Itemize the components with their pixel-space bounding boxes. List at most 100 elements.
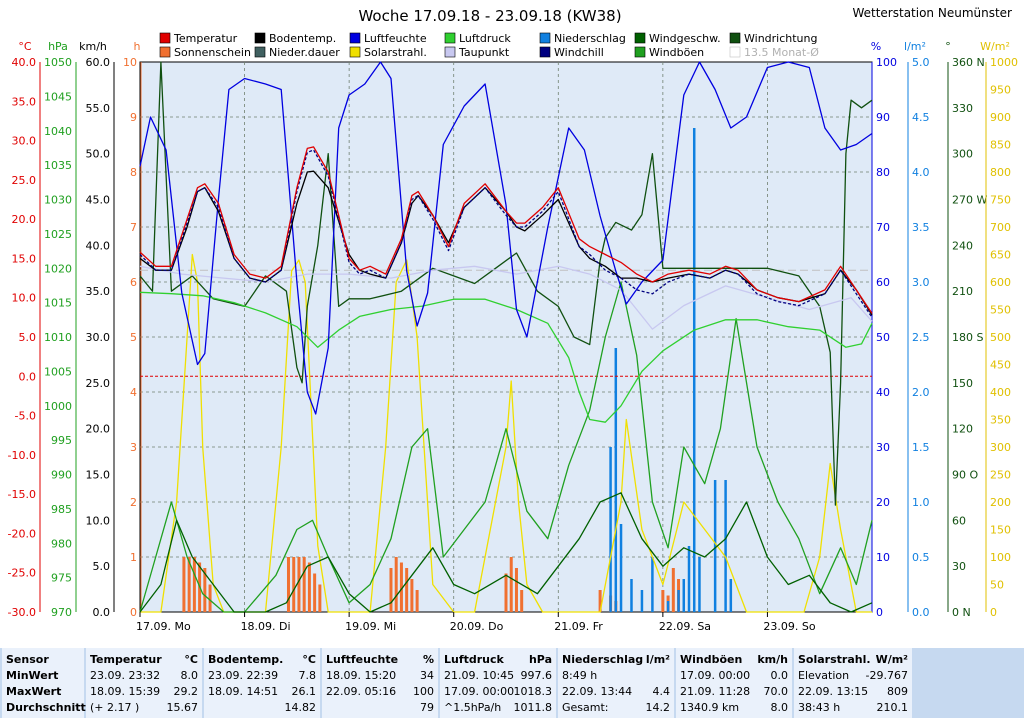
day-label: 23.09. So (763, 620, 815, 633)
stats-value-label: 22.09. 13:44 (562, 685, 633, 698)
stats-value: -29.767 (865, 669, 908, 682)
stats-header-unit: °C (302, 653, 316, 666)
legend-swatch (729, 32, 741, 44)
stats-value: 70.0 (763, 685, 789, 698)
tick-label-rain: 0.0 (912, 606, 930, 619)
stats-header-unit: l/m² (645, 653, 670, 666)
stats-value: 14.2 (645, 701, 671, 714)
legend-label: Niederschlag (554, 32, 626, 45)
tick-label-temp: 40.0 (12, 56, 37, 69)
stats-column: Bodentemp. °C 23.09. 22:39 7.8 18.09. 14:51 2… (204, 648, 320, 718)
bar-niederschlag (729, 579, 733, 612)
bar-sonnenschein (405, 568, 409, 612)
bar-niederschlag (692, 128, 696, 612)
tick-label-temp: 15.0 (12, 252, 37, 265)
stats-value-row: 23.09. 23:32 8.0 (90, 669, 198, 686)
legend-label: Luftfeuchte (364, 32, 427, 45)
stats-header-unit: °C (184, 653, 198, 666)
stats-value-label: 1340.9 km (680, 701, 740, 714)
stats-value-row: 17.09. 00:00 1018.3 (444, 685, 552, 702)
stats-header: Bodentemp. °C (208, 653, 316, 670)
legend-label: Sonnenschein (174, 46, 251, 59)
stats-value-label: Gesamt: (562, 701, 609, 714)
stats-value-label: 21.09. 10:45 (444, 669, 515, 682)
bar-sonnenschein (415, 590, 419, 612)
stats-header: Temperatur °C (90, 653, 198, 670)
chart-title: Woche 17.09.18 - 23.09.18 (KW38) (358, 7, 621, 25)
tick-label-pressure: 980 (51, 537, 72, 550)
tick-label-direction: 30 (952, 560, 966, 573)
tick-label-pressure: 1035 (44, 159, 72, 172)
legend-swatch (444, 32, 456, 44)
stats-header-title: Luftdruck (444, 653, 504, 666)
tick-label-wind: 0.0 (93, 606, 111, 619)
tick-label-pressure: 1050 (44, 56, 72, 69)
legend-swatch (349, 32, 361, 44)
tick-label-temp: -25.0 (8, 567, 36, 580)
bar-sonnenschein (394, 557, 398, 612)
day-label: 19.09. Mi (345, 620, 396, 633)
chart-axes: 40.035.030.025.020.015.010.05.00.0-5.0-1… (8, 40, 1018, 619)
tick-label-wind: 60.0 (86, 56, 111, 69)
axis-unit-direction: ° (945, 40, 951, 53)
stats-value-row: 14.82 (208, 701, 317, 718)
bar-sonnenschein (598, 590, 602, 612)
tick-label-hours: 9 (130, 111, 137, 124)
tick-label-direction: 150 (952, 377, 973, 390)
stats-value-row: 18.09. 14:51 26.1 (208, 685, 316, 702)
bar-sonnenschein (514, 568, 518, 612)
tick-label-solar: 450 (990, 359, 1011, 372)
stats-label-column: Sensor MinWert MaxWert Durchschnitt (2, 648, 86, 718)
day-label: 17.09. Mo (136, 620, 191, 633)
bar-niederschlag (677, 590, 680, 612)
tick-label-hours: 10 (123, 56, 137, 69)
tick-label-solar: 650 (990, 249, 1011, 262)
bar-sonnenschein (187, 557, 191, 612)
stats-value-row: 17.09. 00:00 0.0 (680, 669, 788, 686)
day-label: 22.09. Sa (659, 620, 711, 633)
tick-label-solar: 350 (990, 414, 1011, 427)
tick-label-humidity: 0 (876, 606, 883, 619)
tick-label-wind: 20.0 (86, 423, 111, 436)
weather-chart: Woche 17.09.18 - 23.09.18 (KW38) Wetters… (7, 6, 1018, 633)
tick-label-direction: 210 (952, 285, 973, 298)
stats-value: 4.4 (652, 685, 671, 698)
stats-value-label: 21.09. 11:28 (680, 685, 751, 698)
tick-label-wind: 25.0 (86, 377, 111, 390)
day-label: 20.09. Do (450, 620, 504, 633)
tick-label-hours: 1 (130, 551, 137, 564)
stats-value-row: 18.09. 15:20 34 (326, 669, 434, 686)
stats-value-label: 17.09. 00:00 (444, 685, 515, 698)
stats-column: Temperatur °C 23.09. 23:32 8.0 18.09. 15:39 2… (86, 648, 202, 718)
legend-label: Bodentemp. (269, 32, 336, 45)
stats-row-label: MaxWert (6, 685, 62, 698)
stats-value-row: 22.09. 13:15 809 (798, 685, 908, 702)
stats-value-row: 21.09. 10:45 997.6 (444, 669, 552, 686)
bar-sonnenschein (297, 557, 301, 612)
bar-niederschlag (609, 447, 612, 612)
legend-label: Luftdruck (459, 32, 511, 45)
legend-label: 13.5 Monat-Ø (744, 46, 819, 59)
stats-value-label: 18.09. 15:20 (326, 669, 397, 682)
stats-value-label: 8:49 h (562, 669, 598, 682)
bar-niederschlag (666, 601, 670, 612)
bar-sonnenschein (208, 584, 212, 612)
tick-label-direction: 270 W (952, 194, 987, 207)
tick-label-pressure: 1045 (44, 90, 72, 103)
legend-swatch (634, 32, 646, 44)
bar-sonnenschein (203, 568, 207, 612)
bar-sonnenschein (302, 557, 306, 612)
stats-value: 34 (420, 669, 434, 682)
bar-sonnenschein (410, 579, 414, 612)
bar-sonnenschein (313, 573, 317, 612)
stats-value-row: ^1.5hPa/h 1011.8 (444, 701, 552, 718)
tick-label-humidity: 20 (876, 496, 890, 509)
tick-label-pressure: 1005 (44, 365, 72, 378)
legend-swatch (634, 46, 646, 58)
tick-label-solar: 300 (990, 441, 1011, 454)
stats-value: 210.1 (876, 701, 909, 714)
tick-label-temp: -5.0 (15, 410, 36, 423)
series-line-luftfeuchte (139, 61, 873, 415)
bar-sonnenschein (671, 568, 675, 612)
tick-label-solar: 1000 (990, 56, 1018, 69)
